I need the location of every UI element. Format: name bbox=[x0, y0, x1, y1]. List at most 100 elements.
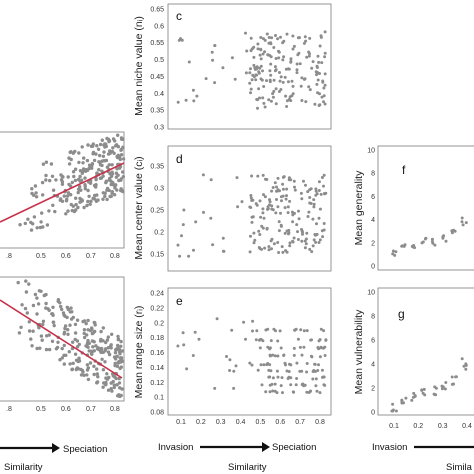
panel-d-point bbox=[311, 217, 315, 221]
panel-a-point bbox=[116, 133, 120, 137]
panel-e-points bbox=[176, 317, 328, 395]
panel-c-point bbox=[277, 90, 281, 93]
panel-a-point bbox=[32, 215, 37, 219]
panel-a-point bbox=[76, 190, 80, 195]
panel-b-point bbox=[51, 320, 56, 324]
panel-b-point bbox=[47, 347, 52, 352]
panel-a-point bbox=[29, 228, 34, 232]
panel-g-point bbox=[440, 384, 444, 388]
panel-e-ytick: 0.18 bbox=[150, 335, 164, 342]
panel-c-point bbox=[304, 39, 308, 43]
panel-d-point bbox=[260, 247, 263, 251]
panel-d-point bbox=[304, 242, 308, 246]
panel-b-points bbox=[16, 279, 125, 399]
panel-d-point bbox=[202, 210, 205, 214]
panel-b-point bbox=[25, 311, 29, 315]
panel-d-point bbox=[261, 211, 265, 215]
panel-d-point bbox=[281, 187, 285, 191]
panel-e-xtick: 0.8 bbox=[315, 419, 325, 426]
panel-e-point bbox=[215, 317, 219, 321]
panel-d-point bbox=[275, 198, 278, 201]
panel-d-point bbox=[283, 231, 287, 235]
panel-c-point bbox=[319, 35, 323, 39]
panel-a-point bbox=[98, 176, 103, 180]
panel-b-point bbox=[86, 318, 90, 323]
panel-e-point bbox=[251, 319, 255, 323]
panel-c-point bbox=[244, 31, 247, 35]
panel-a-point bbox=[92, 158, 97, 163]
middle-arrow-head bbox=[262, 442, 270, 452]
panel-c-point bbox=[302, 77, 306, 81]
panel-f-ytick: 10 bbox=[367, 148, 375, 155]
panel-e-point bbox=[213, 386, 217, 390]
panel-d-point bbox=[317, 180, 321, 184]
panel-a-point bbox=[107, 163, 111, 167]
panel-b-point bbox=[104, 382, 108, 386]
panel-c-point bbox=[307, 50, 311, 54]
panel-a-point bbox=[76, 205, 80, 210]
panel-e-ytick: 0.16 bbox=[150, 350, 164, 357]
panel-c-point bbox=[259, 48, 263, 52]
panel-b-point bbox=[107, 352, 112, 357]
panel-f-point bbox=[460, 220, 464, 224]
panel-b-point bbox=[101, 339, 105, 343]
panel-c-y-ticks: 0.65 0.6 0.55 0.5 0.45 0.4 0.35 0.3 bbox=[150, 7, 164, 132]
panel-f-ytick: 8 bbox=[371, 171, 375, 178]
panel-d-point bbox=[221, 249, 225, 253]
panel-b-point bbox=[39, 289, 43, 293]
panel-b-point bbox=[103, 360, 107, 364]
panel-d-point bbox=[187, 254, 191, 258]
panel-b-point bbox=[52, 323, 56, 328]
panel-d-point bbox=[272, 242, 276, 246]
panel-a-point bbox=[60, 182, 65, 186]
panel-e-point bbox=[317, 363, 320, 367]
panel-c-point bbox=[283, 75, 287, 79]
panel-a-point bbox=[100, 159, 104, 163]
panel-a-point bbox=[44, 178, 48, 182]
panel-d-point bbox=[303, 246, 307, 250]
panel-a-point bbox=[51, 203, 55, 207]
panel-b-point bbox=[73, 322, 78, 327]
panel-a-point bbox=[109, 182, 113, 187]
panel-b-point bbox=[62, 313, 66, 317]
panel-b-point bbox=[86, 338, 90, 343]
panel-b-point bbox=[41, 322, 45, 327]
panel-b-point bbox=[88, 361, 93, 365]
panel-e-point bbox=[302, 329, 306, 333]
panel-c-point bbox=[267, 41, 271, 45]
panel-a-point bbox=[102, 143, 106, 147]
panel-a-point bbox=[74, 202, 78, 207]
panel-c-point bbox=[256, 47, 260, 51]
panel-c-point bbox=[213, 81, 217, 85]
panel-c-point bbox=[274, 57, 278, 60]
panel-a-point bbox=[83, 176, 87, 180]
panel-b-point bbox=[31, 329, 35, 333]
panel-b-point bbox=[50, 312, 54, 316]
panel-e-point bbox=[269, 339, 273, 343]
panel-d-point bbox=[302, 179, 305, 183]
panel-e-point bbox=[193, 330, 197, 334]
panel-c-point bbox=[308, 88, 312, 92]
panel-b-point bbox=[66, 332, 70, 336]
panel-c-ytick: 0.4 bbox=[154, 91, 164, 98]
panel-b-point bbox=[75, 339, 80, 343]
panel-a-point bbox=[108, 171, 113, 176]
panel-c-ylabel: Mean niche value (nᵢ) bbox=[133, 16, 145, 116]
panel-a-point bbox=[30, 191, 34, 196]
panel-e-point bbox=[284, 363, 287, 367]
panel-d-ylabel: Mean center value (cᵢ) bbox=[133, 156, 145, 259]
panel-g-point bbox=[422, 387, 426, 391]
panel-a-point bbox=[109, 194, 114, 198]
panel-c-point bbox=[308, 36, 312, 40]
panel-c-point bbox=[265, 32, 269, 36]
panel-c-point bbox=[278, 79, 282, 83]
panel-d-point bbox=[296, 230, 299, 234]
panel-c-point bbox=[272, 89, 276, 93]
panel-d-point bbox=[181, 223, 185, 227]
panel-f-point bbox=[461, 223, 465, 227]
panel-b-point bbox=[27, 329, 32, 333]
panel-a-point bbox=[85, 203, 89, 208]
panel-b-point bbox=[71, 361, 75, 365]
panel-a-point bbox=[23, 221, 27, 226]
panel-d-point bbox=[307, 210, 311, 214]
